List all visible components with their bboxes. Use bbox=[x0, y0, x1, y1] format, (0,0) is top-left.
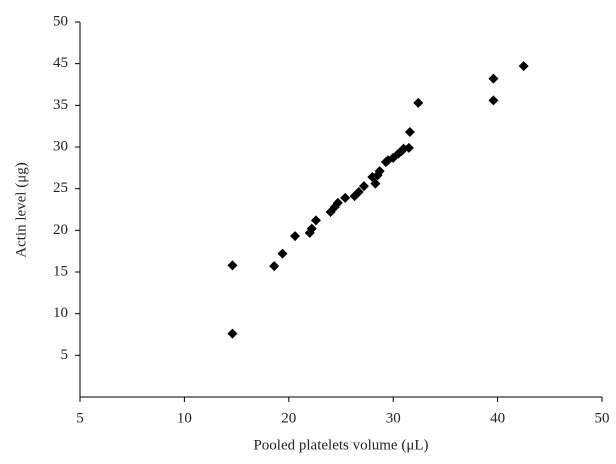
y-tick-label: 25 bbox=[53, 180, 68, 196]
y-tick-label: 15 bbox=[53, 263, 68, 279]
point bbox=[306, 223, 317, 234]
point bbox=[290, 231, 301, 242]
y-tick-label: 45 bbox=[53, 55, 68, 71]
x-tick-label: 20 bbox=[281, 410, 296, 426]
point bbox=[269, 261, 280, 272]
point bbox=[227, 260, 238, 271]
point bbox=[370, 178, 381, 189]
point bbox=[403, 142, 414, 153]
point bbox=[358, 181, 369, 192]
point bbox=[488, 73, 499, 84]
x-axis-label: Pooled platelets volume (μL) bbox=[253, 437, 428, 453]
x-tick-label: 40 bbox=[490, 410, 505, 426]
x-tick-label: 5 bbox=[76, 410, 84, 426]
point bbox=[310, 215, 321, 226]
point bbox=[488, 95, 499, 106]
point bbox=[277, 248, 288, 259]
y-tick-label: 5 bbox=[61, 347, 69, 363]
y-tick-label: 35 bbox=[53, 97, 68, 113]
y-tick-label: 50 bbox=[53, 13, 68, 29]
y-axis-label: Actin level (μg) bbox=[13, 162, 29, 258]
y-tick-label: 30 bbox=[53, 138, 68, 154]
x-tick-label: 30 bbox=[386, 410, 401, 426]
y-tick-label: 10 bbox=[53, 305, 68, 321]
point bbox=[404, 127, 415, 137]
point bbox=[374, 166, 385, 177]
point bbox=[413, 97, 424, 108]
y-tick-label: 20 bbox=[53, 222, 68, 238]
point bbox=[518, 61, 529, 72]
point bbox=[227, 328, 238, 339]
point bbox=[332, 197, 343, 208]
x-tick-label: 10 bbox=[177, 410, 192, 426]
x-tick-label: 50 bbox=[595, 410, 610, 426]
point bbox=[340, 192, 351, 203]
point bbox=[353, 187, 364, 197]
